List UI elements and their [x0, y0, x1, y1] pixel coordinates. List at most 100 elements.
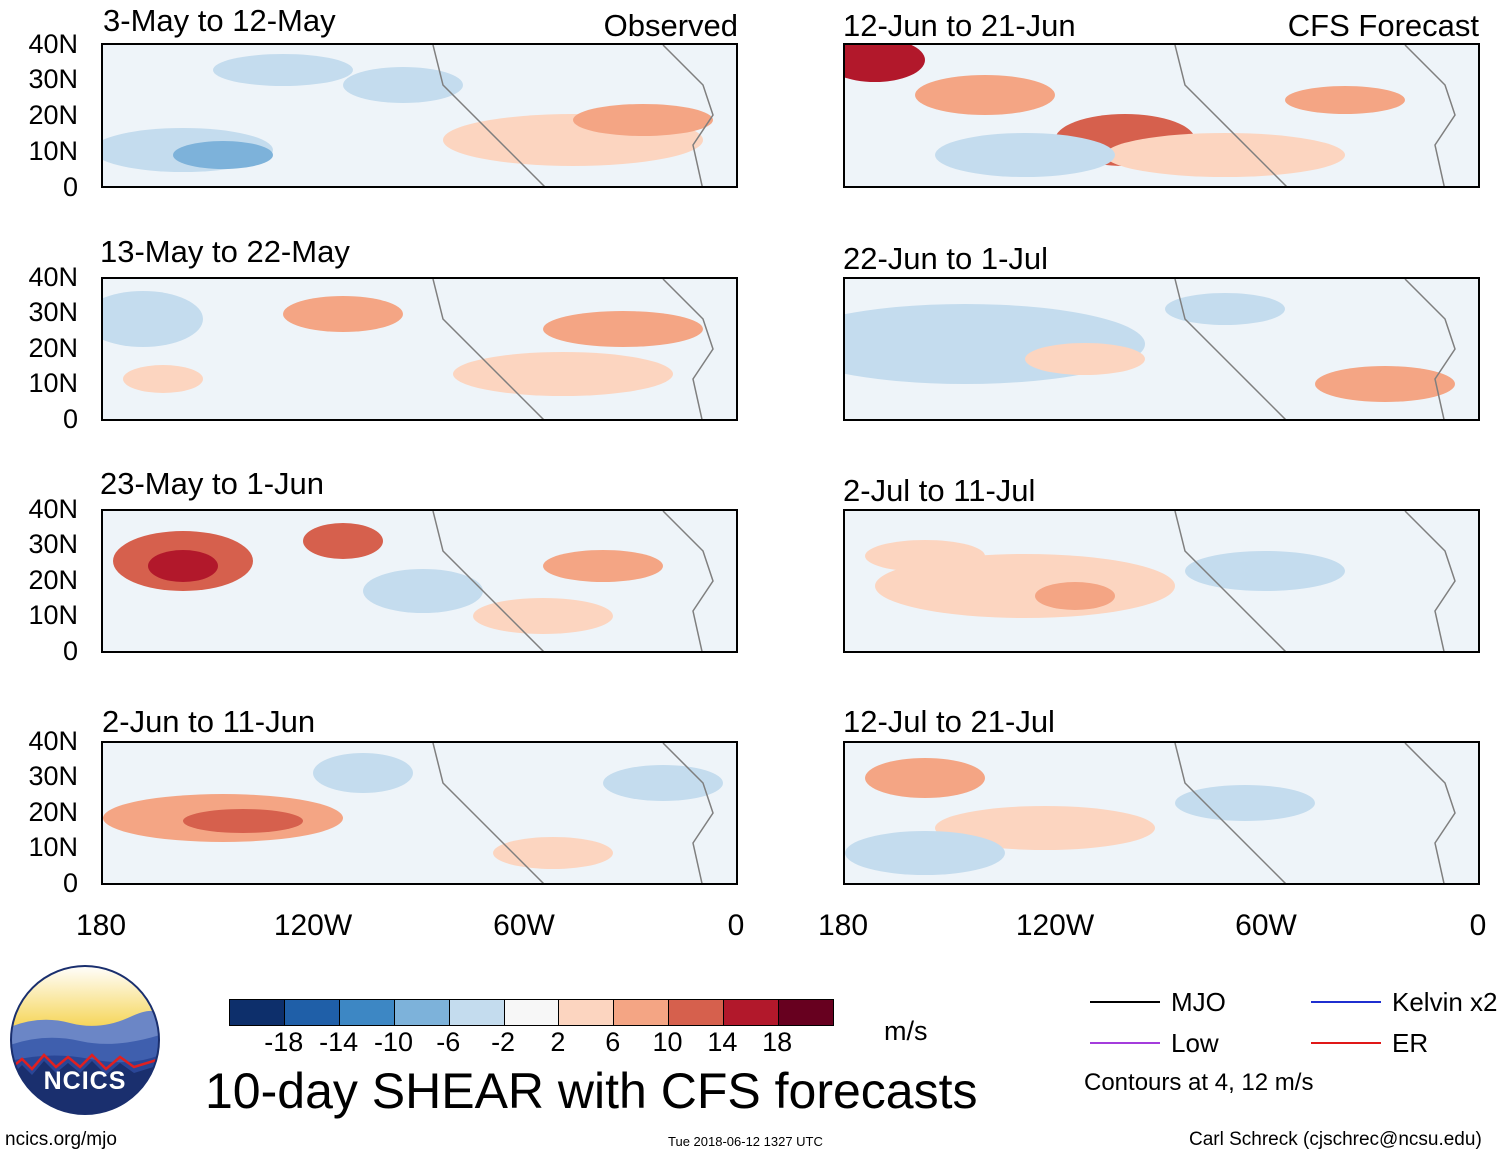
shear-field — [845, 45, 1478, 186]
legend-er-label: ER — [1392, 1028, 1429, 1058]
colorbar-label: 10 — [652, 1027, 683, 1057]
shear-negative-area — [1175, 785, 1315, 821]
lon-tick-60w: 60W — [1235, 909, 1297, 942]
lon-tick-120w: 120W — [273, 909, 353, 942]
shear-positive-area — [123, 365, 203, 393]
colorbar-bin — [283, 1000, 339, 1025]
lat-tick-20n: 20N — [28, 797, 78, 827]
colorbar-label: -18 — [264, 1027, 304, 1057]
map-panel-forecast-2 — [843, 277, 1480, 421]
lat-tick-0: 0 — [62, 868, 78, 898]
colorbar-bin — [503, 1000, 559, 1025]
shear-negative-area — [935, 133, 1115, 177]
coastline — [1174, 279, 1456, 419]
panel-title-forecast-1: 12-Jun to 21-Jun — [843, 8, 1076, 43]
shear-positive-area — [573, 104, 713, 136]
colorbar-label: -10 — [373, 1027, 413, 1057]
lat-tick-20n: 20N — [28, 100, 78, 130]
panel-title-forecast-3: 2-Jul to 11-Jul — [843, 473, 1036, 508]
coastline — [1174, 743, 1456, 883]
shear-positive-area — [183, 809, 303, 833]
panel-title-observed-3: 23-May to 1-Jun — [100, 466, 324, 501]
shear-negative-area — [1165, 293, 1285, 325]
coastline — [1174, 511, 1456, 651]
shear-negative-area — [363, 569, 483, 613]
lat-tick-10n: 10N — [28, 136, 78, 166]
lat-tick-30n: 30N — [28, 529, 78, 559]
coastline — [1174, 45, 1456, 186]
colorbar-label: -14 — [319, 1027, 359, 1057]
shear-positive-area — [1285, 86, 1405, 114]
colorbar-bin — [613, 1000, 669, 1025]
map-panel-observed-1 — [101, 43, 738, 188]
lat-tick-40n: 40N — [28, 29, 78, 59]
shear-positive-area — [1315, 366, 1455, 402]
map-panel-forecast-4 — [843, 741, 1480, 885]
shear-negative-area — [603, 765, 723, 801]
lon-tick-60w: 60W — [493, 909, 555, 942]
lon-tick-0: 0 — [727, 909, 745, 942]
lat-tick-30n: 30N — [28, 761, 78, 791]
lon-tick-180: 180 — [75, 909, 127, 942]
shear-positive-area — [915, 75, 1055, 115]
shear-negative-area — [845, 831, 1005, 875]
shear-negative-area — [173, 141, 273, 169]
shear-positive-area — [935, 806, 1155, 850]
legend-kelvin-label: Kelvin x2 — [1392, 987, 1498, 1017]
lon-tick-0: 0 — [1469, 909, 1487, 942]
shear-negative-area — [313, 753, 413, 793]
map-panel-observed-4 — [101, 741, 738, 885]
logo-text: NCICS — [43, 1067, 127, 1095]
lat-tick-10n: 10N — [28, 600, 78, 630]
panel-title-observed-2: 13-May to 22-May — [100, 234, 350, 269]
shear-positive-area — [1035, 582, 1115, 610]
lon-tick-120w: 120W — [1015, 909, 1095, 942]
colorbar-units: m/s — [884, 1016, 928, 1046]
lat-tick-20n: 20N — [28, 333, 78, 363]
shear-field — [103, 279, 736, 419]
colorbar-bin — [668, 1000, 724, 1025]
forecast-label: CFS Forecast — [1287, 8, 1479, 43]
legend-mjo-label: MJO — [1171, 987, 1226, 1017]
shear-positive-area — [865, 758, 985, 798]
footer-author: Carl Schreck (cjschrec@ncsu.edu) — [1189, 1129, 1482, 1150]
footer-url[interactable]: ncics.org/mjo — [5, 1129, 117, 1150]
shear-positive-area — [845, 45, 925, 82]
shear-negative-area — [1185, 551, 1345, 591]
shear-field — [845, 511, 1478, 651]
lat-tick-30n: 30N — [28, 64, 78, 94]
lat-tick-0: 0 — [62, 636, 78, 666]
shear-positive-area — [283, 296, 403, 332]
shear-positive-area — [865, 540, 985, 572]
footer-timestamp: Tue 2018-06-12 1327 UTC — [668, 1134, 823, 1149]
shear-negative-area — [103, 291, 203, 347]
map-panel-forecast-1 — [843, 43, 1480, 188]
lat-tick-40n: 40N — [28, 262, 78, 292]
lat-tick-40n: 40N — [28, 726, 78, 756]
shear-negative-area — [343, 67, 463, 103]
shear-positive-area — [543, 550, 663, 582]
main-title: 10-day SHEAR with CFS forecasts — [205, 1063, 978, 1119]
lat-tick-20n: 20N — [28, 565, 78, 595]
coastline — [432, 45, 714, 186]
colorbar-label: 14 — [707, 1027, 738, 1057]
panel-title-forecast-2: 22-Jun to 1-Jul — [843, 241, 1049, 276]
colorbar-bin — [448, 1000, 504, 1025]
shear-field — [103, 743, 736, 883]
colorbar-bin — [338, 1000, 394, 1025]
shear-positive-area — [493, 837, 613, 869]
ncics-logo: NCICS — [10, 965, 160, 1115]
lat-tick-10n: 10N — [28, 368, 78, 398]
panel-title-forecast-4: 12-Jul to 21-Jul — [843, 704, 1055, 739]
coastline — [432, 279, 714, 419]
lat-tick-40n: 40N — [28, 494, 78, 524]
legend-low-line — [1090, 1042, 1160, 1044]
panel-title-observed-4: 2-Jun to 11-Jun — [102, 704, 316, 739]
colorbar-label: 6 — [605, 1027, 621, 1057]
colorbar-label: 2 — [550, 1027, 566, 1057]
shear-field — [103, 511, 736, 651]
shear-field — [103, 45, 736, 186]
shear-field — [845, 279, 1478, 419]
colorbar-bin — [393, 1000, 449, 1025]
shear-positive-area — [148, 550, 218, 582]
